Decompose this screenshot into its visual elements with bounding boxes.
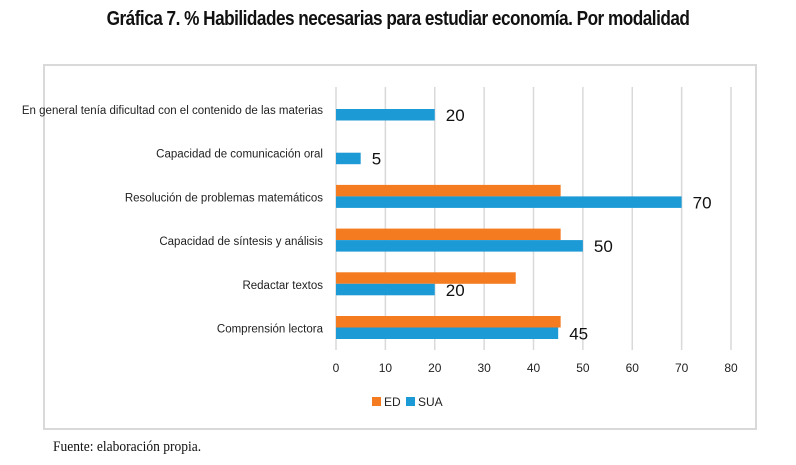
data-label-sua: 20 bbox=[446, 281, 465, 300]
x-tick-label: 40 bbox=[527, 361, 541, 375]
data-label-sua: 5 bbox=[372, 150, 381, 169]
legend-swatch-ed bbox=[372, 397, 381, 406]
bar-sua bbox=[336, 109, 435, 121]
legend-label-ed: ED bbox=[384, 395, 401, 409]
category-label: Capacidad de síntesis y análisis bbox=[159, 236, 323, 248]
data-label-sua: 50 bbox=[594, 237, 613, 256]
data-label-sua: 45 bbox=[569, 325, 588, 344]
category-label: Capacidad de comunicación oral bbox=[156, 149, 323, 161]
chart-title: Gráfica 7. % Habilidades necesarias para… bbox=[106, 8, 690, 30]
bar-sua bbox=[336, 327, 559, 339]
category-label: En general tenía dificultad con el conte… bbox=[22, 105, 323, 117]
x-tick-label: 20 bbox=[428, 361, 442, 375]
category-label: Redactar textos bbox=[242, 280, 323, 292]
source-note: Fuente: elaboración propia. bbox=[53, 439, 202, 455]
x-tick-label: 0 bbox=[333, 361, 340, 375]
data-label-sua: 70 bbox=[693, 193, 712, 212]
data-label-sua: 20 bbox=[446, 106, 465, 125]
bar-sua bbox=[336, 152, 361, 165]
bar-sua bbox=[336, 196, 682, 208]
x-tick-label: 60 bbox=[626, 361, 640, 375]
bar-ed bbox=[336, 184, 561, 197]
bar-ed bbox=[336, 272, 516, 284]
x-tick-label: 50 bbox=[576, 361, 590, 375]
category-label: Comprensión lectora bbox=[217, 324, 324, 336]
x-tick-label: 30 bbox=[477, 361, 491, 375]
legend-swatch-sua bbox=[406, 397, 415, 406]
legend-label-sua: SUA bbox=[418, 395, 443, 409]
bar-sua bbox=[336, 240, 583, 252]
bar-sua bbox=[336, 283, 435, 296]
bar-ed bbox=[336, 228, 561, 241]
x-tick-label: 70 bbox=[675, 361, 689, 375]
x-tick-label: 10 bbox=[379, 361, 393, 375]
category-label: Resolución de problemas matemáticos bbox=[125, 192, 323, 204]
x-tick-label: 80 bbox=[724, 361, 738, 375]
bar-ed bbox=[336, 316, 561, 328]
